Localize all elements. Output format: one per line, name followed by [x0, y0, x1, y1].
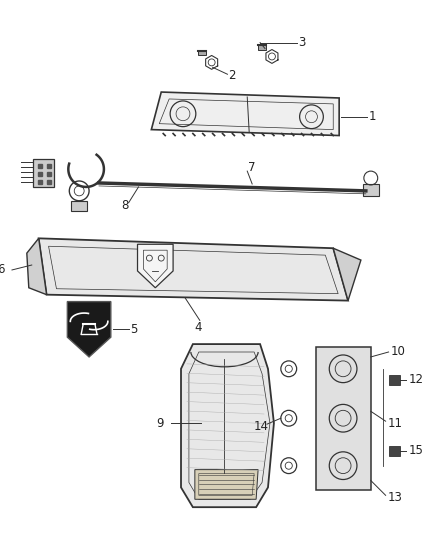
Text: 11: 11	[388, 417, 403, 430]
Bar	[363, 184, 379, 196]
Polygon shape	[333, 248, 361, 301]
Polygon shape	[138, 244, 173, 288]
Polygon shape	[67, 302, 111, 357]
Bar	[38, 172, 42, 176]
Bar	[71, 201, 87, 211]
Text: 15: 15	[408, 445, 423, 457]
Polygon shape	[316, 347, 371, 490]
Text: 5: 5	[131, 323, 138, 336]
Text: 12: 12	[408, 373, 424, 386]
Text: 10: 10	[391, 344, 406, 358]
Bar	[46, 172, 50, 176]
Text: 7: 7	[248, 160, 256, 174]
Bar	[46, 164, 50, 168]
Text: 8: 8	[122, 199, 129, 212]
Polygon shape	[27, 238, 46, 295]
Text: 2: 2	[229, 69, 236, 82]
Text: 3: 3	[299, 36, 306, 49]
Text: 9: 9	[156, 417, 164, 430]
Bar	[46, 180, 50, 184]
Polygon shape	[181, 344, 274, 507]
Text: 6: 6	[0, 263, 5, 277]
Bar	[38, 164, 42, 168]
Polygon shape	[198, 50, 206, 55]
Polygon shape	[389, 375, 400, 385]
Text: 1: 1	[369, 110, 376, 123]
Polygon shape	[39, 238, 348, 301]
Text: 14: 14	[254, 419, 269, 433]
Text: 13: 13	[388, 491, 403, 504]
Polygon shape	[152, 92, 339, 135]
Polygon shape	[195, 470, 258, 499]
Text: 4: 4	[195, 321, 202, 334]
Bar	[38, 180, 42, 184]
Polygon shape	[258, 44, 266, 50]
Polygon shape	[389, 446, 400, 456]
Polygon shape	[33, 159, 54, 187]
